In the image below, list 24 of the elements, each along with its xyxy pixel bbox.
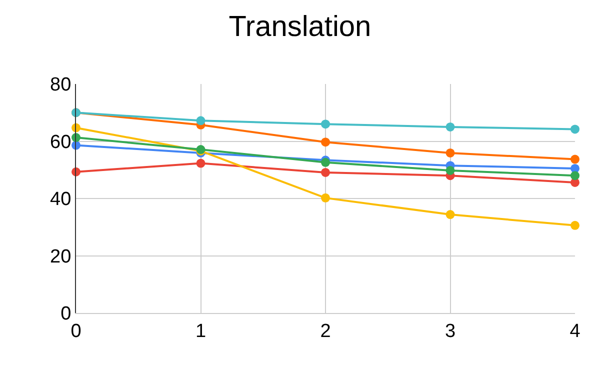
x-tick-label: 1 [195, 320, 206, 342]
point [321, 120, 330, 129]
point [446, 148, 455, 158]
point [446, 210, 455, 220]
x-tick-label: 4 [570, 320, 581, 342]
y-tick-label: 0 [60, 304, 72, 325]
y-tick-label: 60 [50, 132, 72, 153]
point [570, 154, 580, 164]
point [570, 171, 580, 180]
y-tick-label: 20 [50, 246, 72, 268]
x-tick-label: 2 [320, 320, 331, 342]
point [196, 116, 206, 126]
x-tick-label: 3 [444, 320, 456, 342]
point [446, 122, 455, 132]
point [321, 193, 330, 202]
point [570, 220, 580, 230]
point [570, 124, 580, 134]
point [321, 138, 330, 147]
point [196, 158, 206, 168]
point [321, 168, 330, 177]
point [446, 166, 455, 175]
y-tick-label: 40 [50, 189, 72, 210]
y-tick-label: 80 [50, 74, 72, 96]
chart-title: Translation [228, 11, 372, 44]
